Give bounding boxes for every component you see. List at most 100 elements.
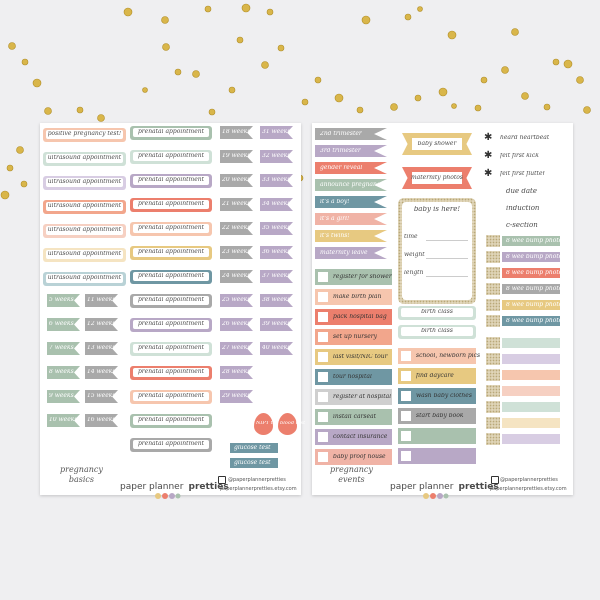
- test-drop-sticker[interactable]: blood test: [278, 413, 305, 435]
- appointment-sticker[interactable]: prenatal appointment: [130, 198, 212, 212]
- week-flag-sticker[interactable]: 8 weeks: [47, 366, 80, 379]
- event-flag-sticker[interactable]: it's a boy!: [315, 196, 387, 208]
- bump-photo-sticker[interactable]: 8 wee bump photo: [502, 300, 562, 310]
- week-flag-sticker[interactable]: 11 weeks: [85, 294, 118, 307]
- blank-color-sticker[interactable]: [502, 386, 560, 396]
- checklist-sticker[interactable]: make birth plan: [315, 289, 392, 305]
- blank-color-sticker[interactable]: [502, 338, 560, 348]
- week-flag-sticker[interactable]: 18 weeks: [220, 126, 253, 139]
- blank-color-sticker[interactable]: [502, 354, 560, 364]
- week-flag-sticker[interactable]: 34 weeks: [260, 198, 293, 211]
- week-flag-sticker[interactable]: 24 weeks: [220, 270, 253, 283]
- week-flag-sticker[interactable]: 21 weeks: [220, 198, 253, 211]
- checklist-sticker[interactable]: baby proof house: [315, 449, 392, 465]
- week-flag-sticker[interactable]: 13 weeks: [85, 342, 118, 355]
- appointment-sticker[interactable]: prenatal appointment: [130, 246, 212, 260]
- week-flag-sticker[interactable]: 39 weeks: [260, 318, 293, 331]
- week-flag-sticker[interactable]: 15 weeks: [85, 390, 118, 403]
- checklist-sticker[interactable]: last visit/NIC tour: [315, 349, 392, 365]
- appointment-sticker[interactable]: ultrasound appointment: [43, 248, 126, 262]
- week-flag-sticker[interactable]: 26 weeks: [220, 318, 253, 331]
- milestone-sticker[interactable]: ✱ felt first kick: [484, 149, 570, 163]
- week-flag-sticker[interactable]: 35 weeks: [260, 222, 293, 235]
- week-flag-sticker[interactable]: 33 weeks: [260, 174, 293, 187]
- week-flag-sticker[interactable]: 32 weeks: [260, 150, 293, 163]
- week-flag-sticker[interactable]: 6 weeks: [47, 318, 80, 331]
- event-flag-sticker[interactable]: maternity leave: [315, 247, 387, 259]
- event-flag-sticker[interactable]: 2nd trimester: [315, 128, 387, 140]
- week-flag-sticker[interactable]: 20 weeks: [220, 174, 253, 187]
- appointment-sticker[interactable]: prenatal appointment: [130, 438, 212, 452]
- week-flag-sticker[interactable]: 40 weeks: [260, 342, 293, 355]
- bump-photo-sticker[interactable]: 8 wee bump photo: [502, 284, 562, 294]
- appointment-sticker[interactable]: ultrasound appointment: [43, 152, 126, 166]
- birth-announcement-card[interactable]: baby is here! time weight length: [398, 198, 476, 304]
- week-flag-sticker[interactable]: 23 weeks: [220, 246, 253, 259]
- event-flag-sticker[interactable]: 3rd trimester: [315, 145, 387, 157]
- week-flag-sticker[interactable]: 28 weeks: [220, 366, 253, 379]
- checklist-sticker[interactable]: register at hospital: [315, 389, 392, 405]
- week-flag-sticker[interactable]: 9 weeks: [47, 390, 80, 403]
- week-flag-sticker[interactable]: 5 weeks: [47, 294, 80, 307]
- checklist-sticker[interactable]: tour hospital: [315, 369, 392, 385]
- checklist-sticker[interactable]: [398, 448, 476, 464]
- appointment-sticker[interactable]: ultrasound appointment: [43, 200, 126, 214]
- checklist-sticker[interactable]: wash baby clothes: [398, 388, 476, 404]
- milestone-sticker[interactable]: ✱ heard heartbeat: [484, 131, 570, 145]
- appointment-sticker[interactable]: positive pregnancy test!: [43, 128, 126, 142]
- week-flag-sticker[interactable]: 16 weeks: [85, 414, 118, 427]
- blank-color-sticker[interactable]: [502, 402, 560, 412]
- checklist-sticker[interactable]: find daycare: [398, 368, 476, 384]
- week-flag-sticker[interactable]: 27 weeks: [220, 342, 253, 355]
- week-flag-sticker[interactable]: 12 weeks: [85, 318, 118, 331]
- event-flag-sticker[interactable]: announce pregnancy: [315, 179, 387, 191]
- date-label-sticker[interactable]: c-section: [484, 219, 570, 232]
- blank-color-sticker[interactable]: [502, 434, 560, 444]
- checklist-sticker[interactable]: install carseat: [315, 409, 392, 425]
- week-flag-sticker[interactable]: 29 weeks: [220, 390, 253, 403]
- appointment-sticker[interactable]: prenatal appointment: [130, 150, 212, 164]
- date-label-sticker[interactable]: due date: [484, 185, 570, 198]
- checklist-sticker[interactable]: set up nursery: [315, 329, 392, 345]
- bump-photo-sticker[interactable]: 8 wee bump photo: [502, 316, 562, 326]
- appointment-sticker[interactable]: prenatal appointment: [130, 126, 212, 140]
- appointment-sticker[interactable]: prenatal appointment: [130, 414, 212, 428]
- milestone-sticker[interactable]: ✱ felt first flutter: [484, 167, 570, 181]
- bump-photo-sticker[interactable]: 8 wee bump photo: [502, 252, 562, 262]
- week-flag-sticker[interactable]: 31 weeks: [260, 126, 293, 139]
- week-flag-sticker[interactable]: 14 weeks: [85, 366, 118, 379]
- appointment-sticker[interactable]: prenatal appointment: [130, 390, 212, 404]
- checklist-sticker[interactable]: start baby book: [398, 408, 476, 424]
- event-flag-sticker[interactable]: gender reveal: [315, 162, 387, 174]
- event-flag-sticker[interactable]: it's twins!: [315, 230, 387, 242]
- week-flag-sticker[interactable]: 25 weeks: [220, 294, 253, 307]
- week-flag-sticker[interactable]: 19 weeks: [220, 150, 253, 163]
- appointment-sticker[interactable]: prenatal appointment: [130, 270, 212, 284]
- bump-photo-sticker[interactable]: 8 wee bump photo: [502, 236, 562, 246]
- blank-color-sticker[interactable]: [502, 418, 560, 428]
- week-flag-sticker[interactable]: 37 weeks: [260, 270, 293, 283]
- appointment-sticker[interactable]: prenatal appointment: [130, 366, 212, 380]
- test-drop-sticker[interactable]: NIPT test: [254, 413, 280, 435]
- week-flag-sticker[interactable]: 7 weeks: [47, 342, 80, 355]
- class-sticker[interactable]: birth class: [398, 325, 476, 339]
- week-flag-sticker[interactable]: 38 weeks: [260, 294, 293, 307]
- appointment-sticker[interactable]: prenatal appointment: [130, 342, 212, 356]
- blank-color-sticker[interactable]: [502, 370, 560, 380]
- checklist-sticker[interactable]: register for shower: [315, 269, 392, 285]
- appointment-sticker[interactable]: prenatal appointment: [130, 174, 212, 188]
- bump-photo-sticker[interactable]: 8 wee bump photo: [502, 268, 562, 278]
- appointment-sticker[interactable]: prenatal appointment: [130, 222, 212, 236]
- appointment-sticker[interactable]: ultrasound appointment: [43, 224, 126, 238]
- week-flag-sticker[interactable]: 36 weeks: [260, 246, 293, 259]
- banner-sticker[interactable]: maternity photos: [402, 167, 472, 189]
- banner-sticker[interactable]: baby shower: [402, 133, 472, 155]
- week-flag-sticker[interactable]: 10 weeks: [47, 414, 80, 427]
- appointment-sticker[interactable]: ultrasound appointment: [43, 176, 126, 190]
- appointment-sticker[interactable]: ultrasound appointment: [43, 272, 126, 286]
- week-flag-sticker[interactable]: 22 weeks: [220, 222, 253, 235]
- checklist-sticker[interactable]: school, newborn pics: [398, 348, 480, 364]
- event-flag-sticker[interactable]: it's a girl!: [315, 213, 387, 225]
- glucose-test-sticker[interactable]: glucose test: [230, 443, 278, 453]
- date-label-sticker[interactable]: induction: [484, 202, 570, 215]
